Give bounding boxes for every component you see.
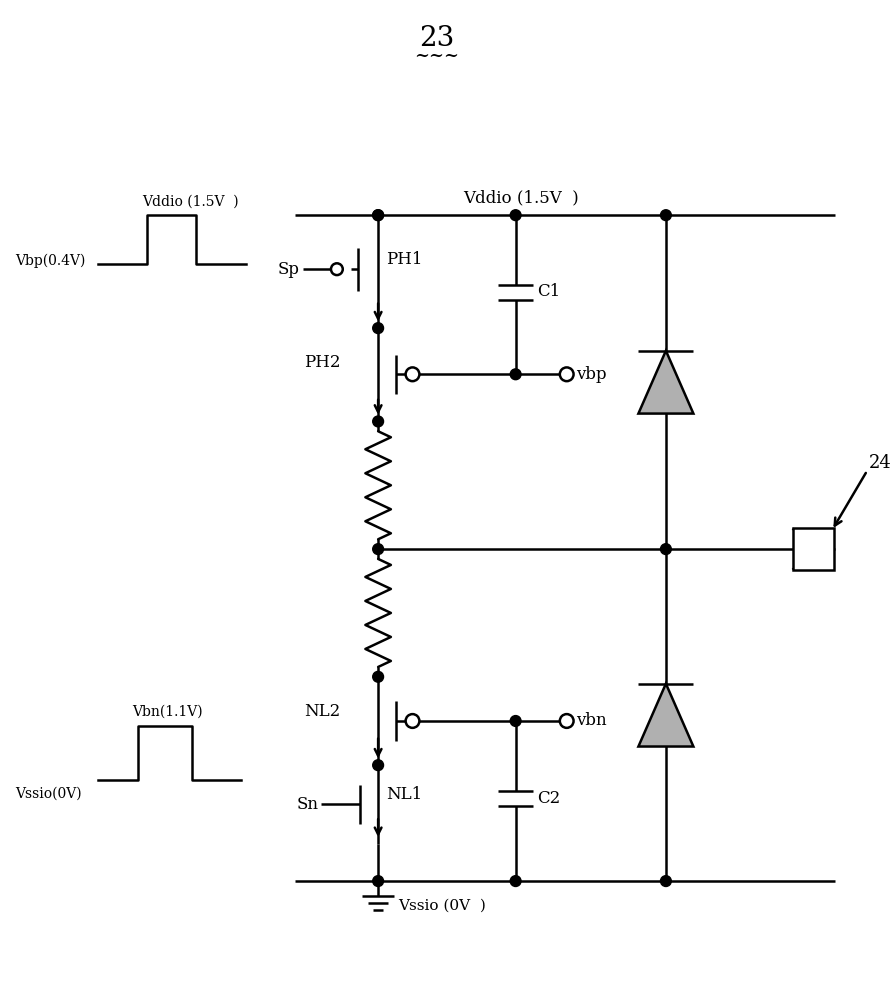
Text: C2: C2 [537, 790, 560, 807]
Circle shape [405, 714, 420, 728]
Circle shape [372, 544, 383, 555]
Text: ~~~: ~~~ [414, 47, 460, 65]
Text: Vddio (1.5V  ): Vddio (1.5V ) [143, 194, 239, 208]
Circle shape [372, 760, 383, 771]
Circle shape [560, 714, 574, 728]
Text: vbn: vbn [576, 712, 607, 729]
Text: vbp: vbp [576, 366, 607, 383]
Circle shape [372, 210, 383, 221]
Polygon shape [638, 684, 693, 747]
Bar [793, 528, 834, 570]
Circle shape [511, 716, 521, 726]
Text: Vbn(1.1V): Vbn(1.1V) [133, 705, 203, 719]
Circle shape [372, 671, 383, 682]
Text: Vssio(0V): Vssio(0V) [15, 787, 81, 801]
Text: Sn: Sn [296, 796, 318, 813]
Text: PH1: PH1 [386, 251, 422, 268]
Text: Sp: Sp [278, 261, 299, 278]
Circle shape [405, 367, 420, 381]
Text: Vddio (1.5V  ): Vddio (1.5V ) [462, 189, 578, 206]
Circle shape [660, 210, 671, 221]
Text: Vbp(0.4V): Vbp(0.4V) [15, 253, 86, 268]
Circle shape [372, 876, 383, 886]
Text: NL1: NL1 [386, 786, 422, 803]
Text: 24: 24 [870, 454, 891, 472]
Circle shape [660, 876, 671, 886]
Text: C1: C1 [537, 283, 560, 300]
Circle shape [511, 210, 521, 221]
Circle shape [331, 263, 343, 275]
Circle shape [511, 369, 521, 380]
Circle shape [372, 416, 383, 427]
Circle shape [511, 876, 521, 886]
Circle shape [560, 367, 574, 381]
Circle shape [660, 544, 671, 555]
Circle shape [372, 210, 383, 221]
Text: 23: 23 [420, 25, 454, 52]
Polygon shape [638, 351, 693, 414]
Text: NL2: NL2 [305, 703, 340, 720]
Text: Vssio (0V  ): Vssio (0V ) [397, 899, 486, 913]
Text: PH2: PH2 [305, 354, 341, 371]
Circle shape [372, 323, 383, 334]
